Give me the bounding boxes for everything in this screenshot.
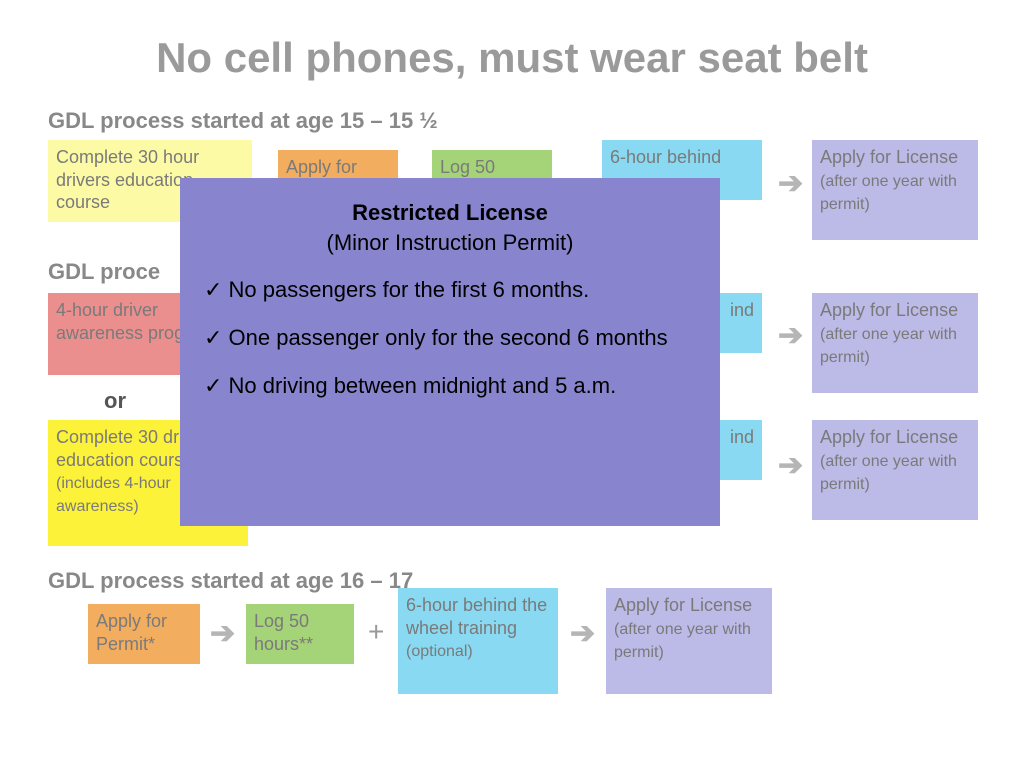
heading-3: GDL process started at age 16 – 17: [48, 568, 413, 594]
text: Apply for License: [820, 147, 958, 167]
box-r2-apply-license: Apply for License (after one year with p…: [812, 293, 978, 393]
text: Apply for License: [820, 300, 958, 320]
box-r1-apply-license: Apply for License (after one year with p…: [812, 140, 978, 240]
text: 6-hour behind the wheel training: [406, 595, 547, 638]
box-r3-apply-license: Apply for License (after one year with p…: [812, 420, 978, 520]
text-small: (after one year with permit): [820, 326, 957, 366]
arrow-icon: ➔: [570, 616, 595, 651]
overlay-subtitle: (Minor Instruction Permit): [204, 228, 696, 258]
text-small: (after one year with permit): [820, 453, 957, 493]
box-r4-log50: Log 50 hours**: [246, 604, 354, 664]
arrow-icon: ➔: [778, 318, 803, 353]
text-small: (optional): [406, 643, 473, 660]
overlay-bullet: ✓ No passengers for the first 6 months.: [204, 275, 696, 305]
overlay-restricted-license: Restricted License (Minor Instruction Pe…: [180, 178, 720, 526]
or-label: or: [104, 388, 126, 414]
text-small: (after one year with permit): [820, 173, 957, 213]
text-small: (after one year with permit): [614, 621, 751, 661]
heading-1: GDL process started at age 15 – 15 ½: [48, 108, 438, 134]
arrow-icon: ➔: [778, 166, 803, 201]
arrow-icon: ➔: [210, 616, 235, 651]
box-r4-apply-license: Apply for License (after one year with p…: [606, 588, 772, 694]
plus-icon: +: [368, 616, 384, 648]
box-r4-behind-wheel: 6-hour behind the wheel training (option…: [398, 588, 558, 694]
box-r4-apply-permit: Apply for Permit*: [88, 604, 200, 664]
text: Apply for License: [820, 427, 958, 447]
overlay-bullet: ✓ One passenger only for the second 6 mo…: [204, 323, 696, 353]
text-small: (includes 4-hour awareness): [56, 475, 171, 515]
text: Apply for License: [614, 595, 752, 615]
heading-2: GDL proce: [48, 259, 160, 285]
overlay-bullet: ✓ No driving between midnight and 5 a.m.: [204, 371, 696, 401]
overlay-title: Restricted License: [204, 198, 696, 228]
arrow-icon: ➔: [778, 448, 803, 483]
page-title: No cell phones, must wear seat belt: [0, 0, 1024, 82]
